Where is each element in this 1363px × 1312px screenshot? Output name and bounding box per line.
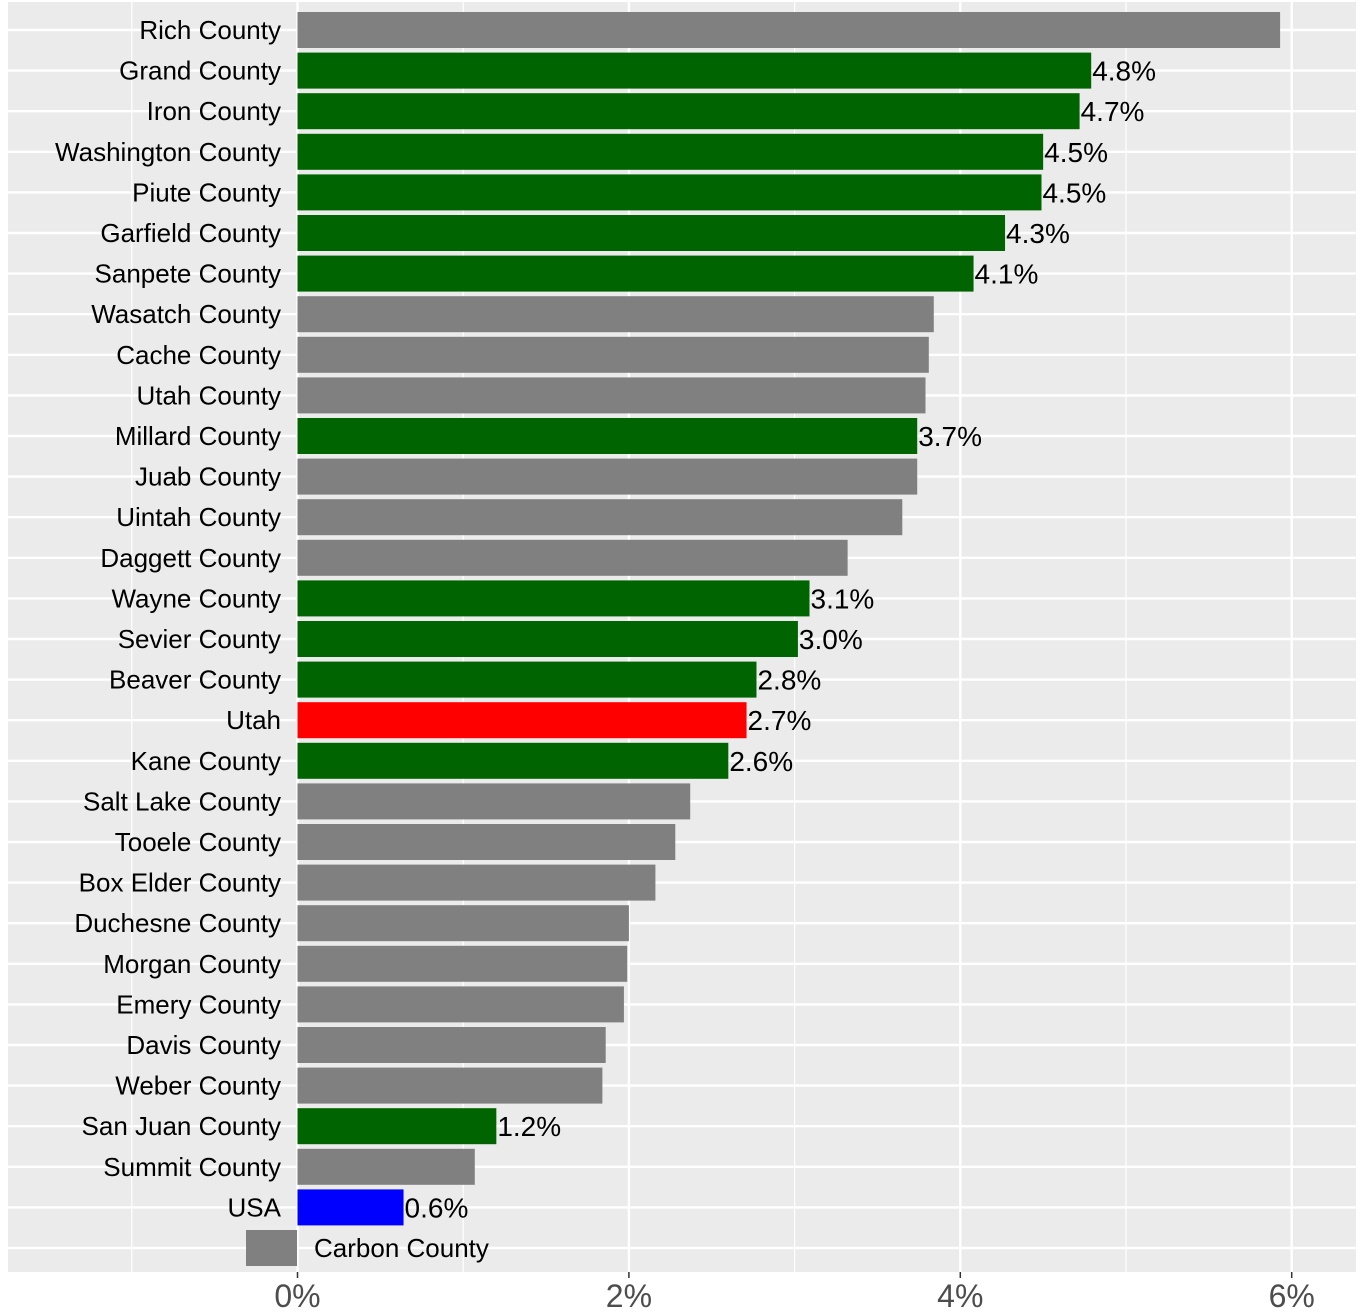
category-label: Washington County	[55, 137, 281, 167]
bar-carbon-county	[246, 1230, 297, 1266]
category-label: Wasatch County	[91, 299, 281, 329]
category-label: Daggett County	[100, 543, 281, 573]
bar-wayne-county	[297, 580, 810, 617]
bar-juab-county	[297, 458, 918, 495]
category-label: Davis County	[126, 1030, 281, 1060]
bar-piute-county	[297, 174, 1042, 211]
data-label: 2.7%	[748, 705, 812, 736]
category-label: Grand County	[119, 56, 281, 86]
x-tick-label: 6%	[1269, 1278, 1315, 1312]
category-label: Box Elder County	[79, 868, 281, 898]
category-label: San Juan County	[82, 1111, 281, 1141]
bar-utah-county	[297, 377, 926, 414]
category-label: Carbon County	[314, 1233, 489, 1263]
x-axis-ticks: 0% 2% 4% 6%	[274, 1272, 1315, 1312]
bar-washington-county	[297, 133, 1044, 170]
data-label: 4.5%	[1042, 177, 1106, 208]
category-label: Weber County	[115, 1071, 281, 1101]
bar-beaver-county	[297, 661, 757, 698]
bar-rich-county	[297, 12, 1281, 48]
category-label: Millard County	[115, 421, 281, 451]
category-label: Iron County	[147, 96, 281, 126]
data-label: 3.1%	[811, 583, 875, 614]
category-label: Sevier County	[118, 624, 281, 654]
category-label: Utah	[226, 705, 281, 735]
category-label: Salt Lake County	[83, 786, 281, 816]
bar-summit-county	[297, 1148, 475, 1185]
bar-uintah-county	[297, 499, 903, 536]
bar-sanpete-county	[297, 255, 974, 292]
category-label: Duchesne County	[74, 908, 281, 938]
bar-morgan-county	[297, 945, 628, 982]
bar-cache-county	[297, 336, 929, 373]
data-label: 4.3%	[1006, 218, 1070, 249]
bar-san-juan-county	[297, 1108, 497, 1145]
bar-usa	[297, 1189, 404, 1226]
category-label: Piute County	[132, 177, 281, 207]
category-label: Rich County	[139, 15, 281, 45]
bar-tooele-county	[297, 824, 676, 860]
bar-duchesne-county	[297, 905, 629, 942]
bar-daggett-county	[297, 539, 848, 576]
category-label: Wayne County	[111, 583, 281, 613]
bar-emery-county	[297, 986, 624, 1023]
bar-davis-county	[297, 1027, 606, 1063]
bar-iron-county	[297, 93, 1080, 130]
category-label: Juab County	[135, 462, 281, 492]
bars	[246, 12, 1281, 1266]
category-labels: Rich County Grand County Iron County Washin…	[55, 15, 489, 1263]
data-label: 4.7%	[1081, 96, 1145, 127]
x-tick-label: 2%	[606, 1278, 652, 1312]
bar-grand-county	[297, 52, 1092, 89]
data-label: 4.1%	[975, 259, 1039, 290]
category-label: Utah County	[136, 380, 281, 410]
x-tick-label: 4%	[937, 1278, 983, 1312]
data-label: 3.0%	[799, 624, 863, 655]
bar-utah	[297, 702, 747, 739]
data-label: 4.5%	[1044, 137, 1108, 168]
category-label: Sanpete County	[95, 259, 281, 289]
category-label: Cache County	[116, 340, 281, 370]
x-tick-label: 0%	[274, 1278, 320, 1312]
category-label: Kane County	[131, 746, 281, 776]
bar-salt-lake-county	[297, 783, 691, 820]
bar-millard-county	[297, 418, 918, 454]
category-label: Morgan County	[103, 949, 281, 979]
bar-kane-county	[297, 742, 729, 779]
data-label: 2.8%	[757, 665, 821, 696]
category-label: Emery County	[116, 989, 281, 1019]
category-label: Summit County	[103, 1152, 281, 1182]
data-label: 2.6%	[729, 746, 793, 777]
category-label: Uintah County	[116, 502, 281, 532]
category-label: Garfield County	[100, 218, 281, 248]
category-label: USA	[228, 1192, 282, 1222]
bar-box-elder-county	[297, 864, 656, 901]
bar-sevier-county	[297, 621, 798, 657]
data-label: 3.7%	[918, 421, 982, 452]
data-labels: 4.8% 4.7% 4.5% 4.5% 4.3% 4.1% 3.7% 3.1% 3.0% 2.8%…	[405, 56, 1156, 1224]
data-label: 0.6%	[405, 1192, 469, 1223]
data-label: 4.8%	[1092, 56, 1156, 87]
category-label: Tooele County	[115, 827, 281, 857]
category-label: Beaver County	[109, 665, 281, 695]
bar-garfield-county	[297, 215, 1006, 251]
bar-weber-county	[297, 1067, 603, 1104]
data-label: 1.2%	[497, 1111, 561, 1142]
bar-wasatch-county	[297, 296, 934, 333]
